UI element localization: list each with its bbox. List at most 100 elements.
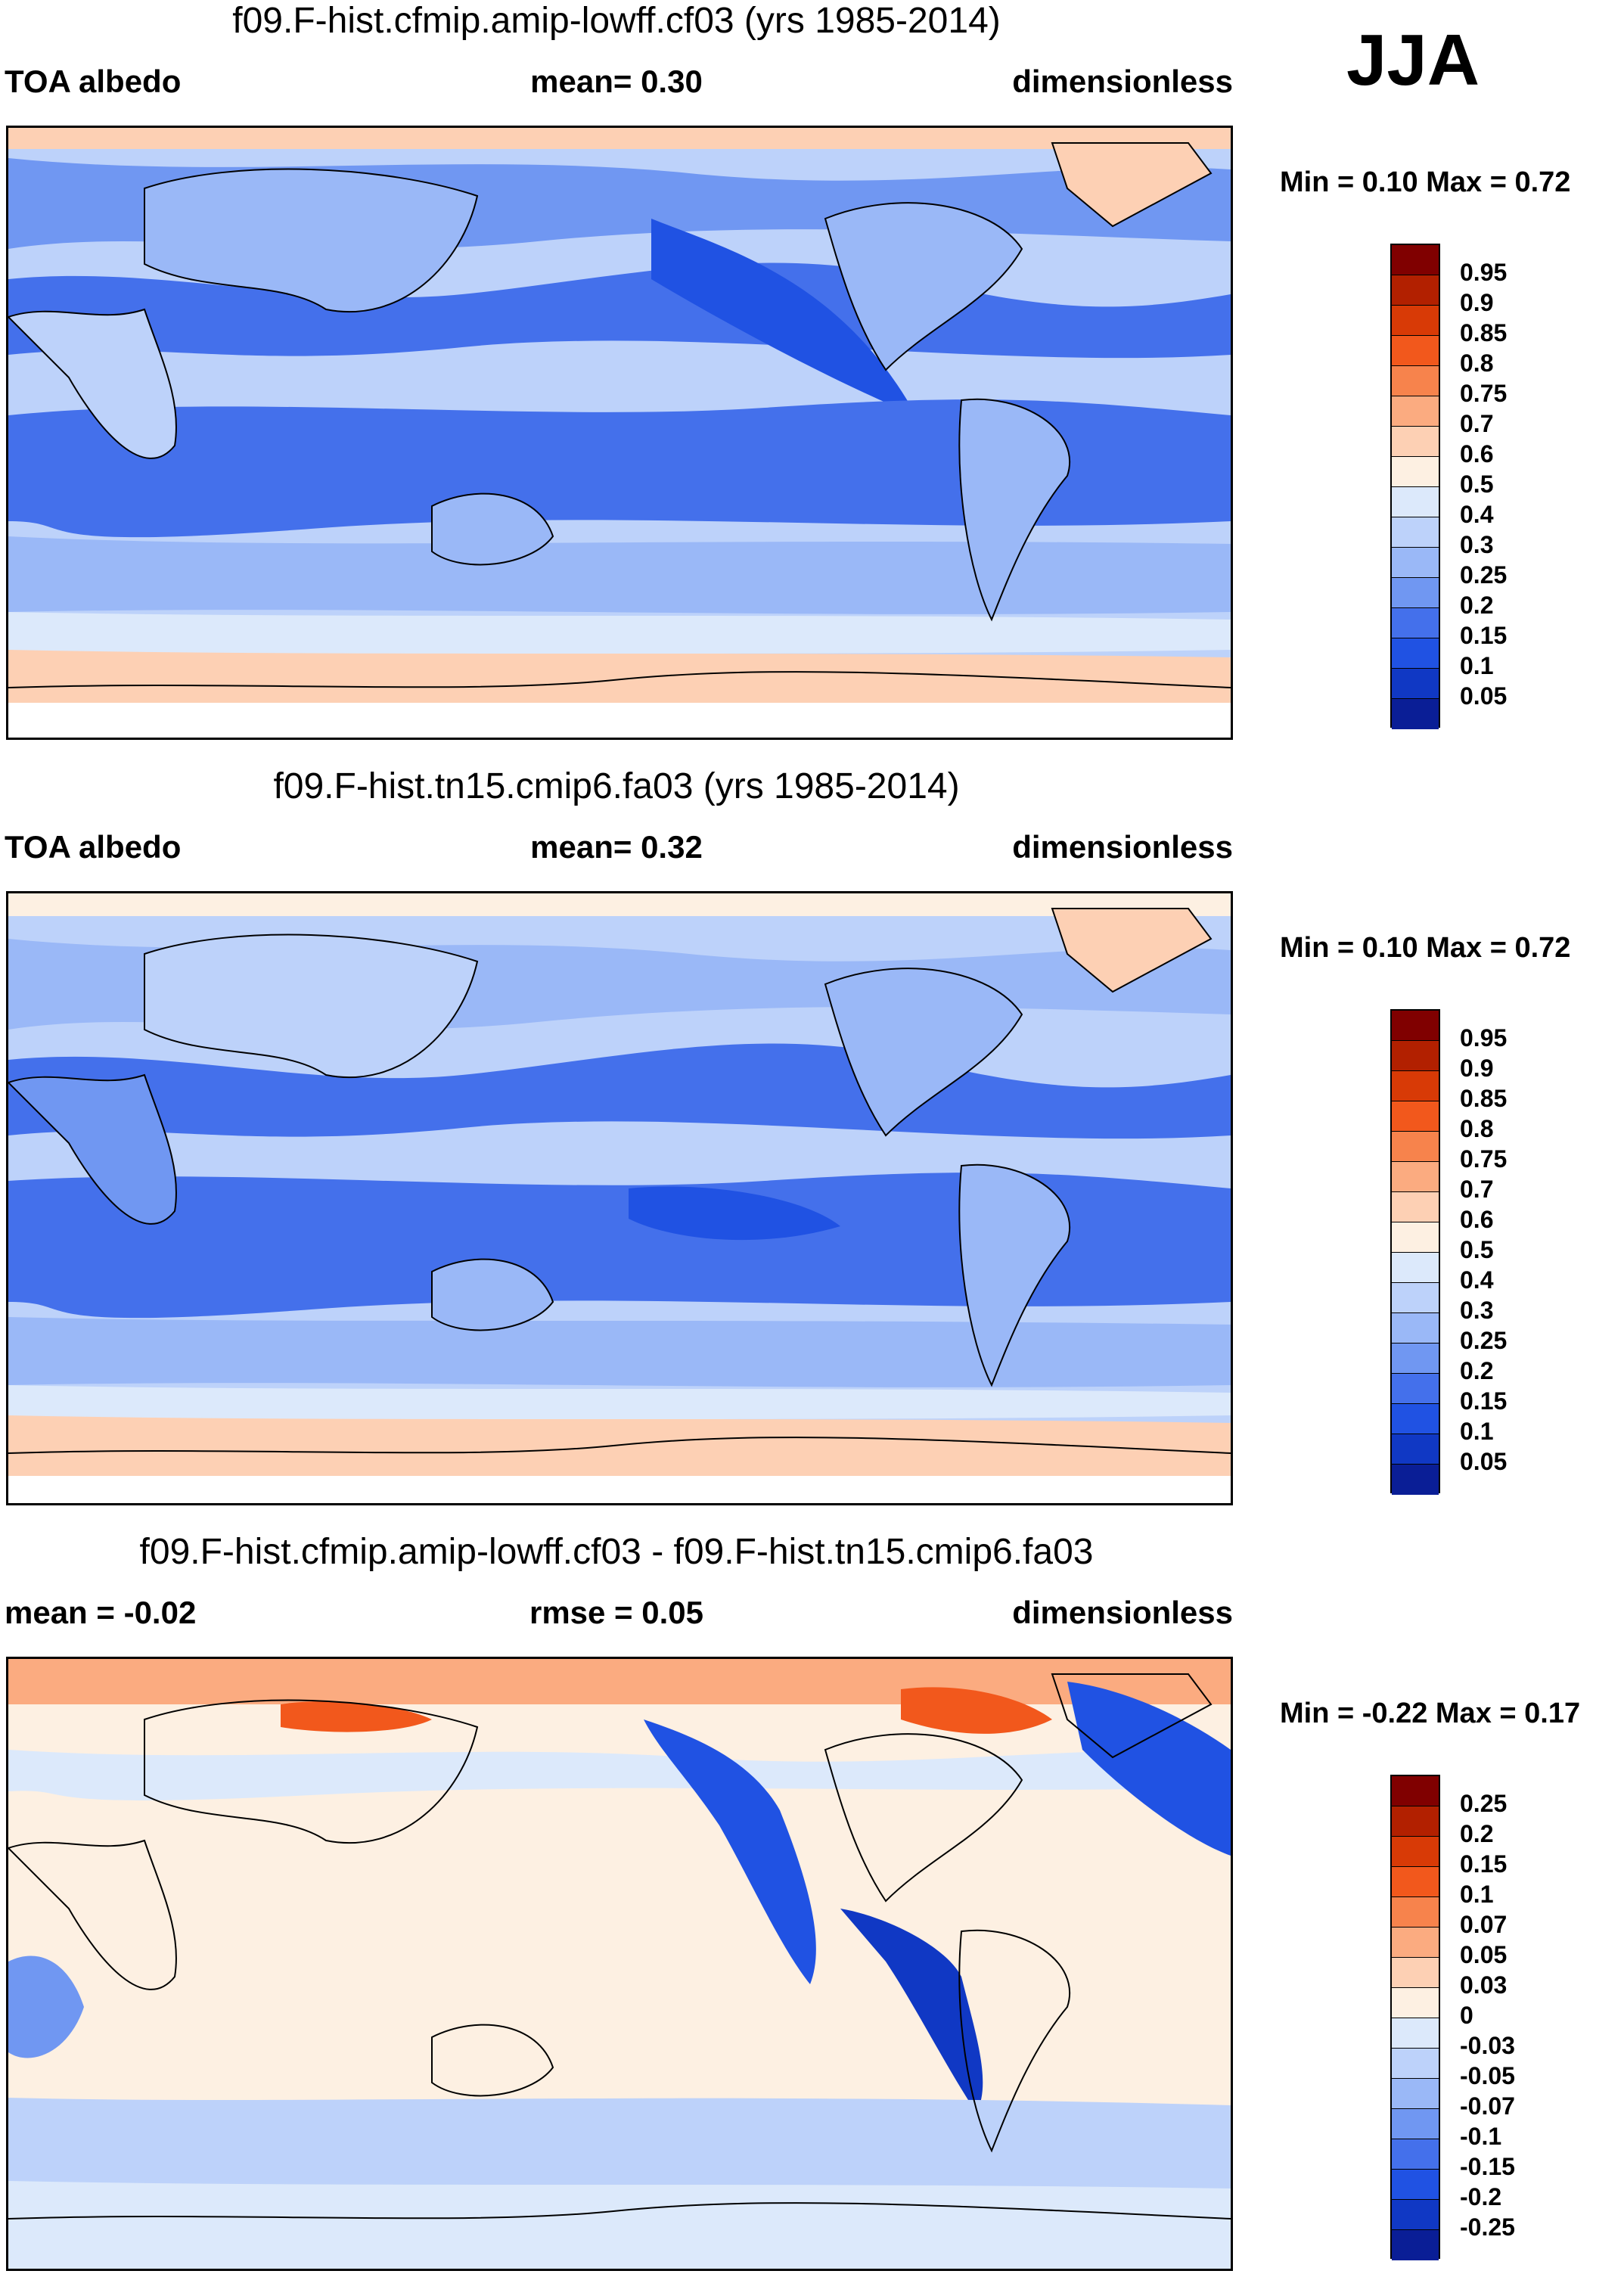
panel-3-map [6,1657,1233,2271]
colorbar-label: 0.8 [1460,349,1494,377]
panel-2-map-svg [8,893,1231,1503]
south-atlantic-negative-anomaly [8,1955,84,2058]
panel-1-mean-label: mean= 0.30 [530,64,703,99]
panel-3-map-svg [8,1659,1231,2269]
colorbar-label: 0.15 [1460,1387,1508,1415]
southern-midlatitude-band [8,1317,1231,1387]
colorbar-label: 0.85 [1460,1085,1508,1112]
colorbar-label: 0.6 [1460,440,1494,468]
colorbar-swatch [1392,2018,1439,2049]
colorbar-swatch [1392,1806,1439,1837]
north-america-shape [824,968,1023,1137]
southern-subtropical-band [8,399,1231,538]
australia-shape [431,1258,554,1331]
antarctica-coastline [8,1437,1231,1454]
colorbar-label: 0.05 [1460,1941,1508,1968]
eurasia-shape [144,933,479,1079]
colorbar-swatch [1392,699,1439,729]
panel-1-map-svg [8,128,1231,738]
greenland-outline [1051,1673,1213,1759]
colorbar-swatch [1392,669,1439,699]
colorbar-label: 0.8 [1460,1115,1494,1142]
panel-1-map [6,126,1233,740]
colorbar-swatch [1392,487,1439,517]
colorbar-label: -0.15 [1460,2153,1515,2180]
panel-3-rmse-label: rmse = 0.05 [529,1595,703,1630]
siberia-positive-anomaly [281,1701,432,1732]
colorbar-swatch [1392,2109,1439,2139]
colorbar-label: 0.2 [1460,1357,1494,1384]
colorbar-swatch [1392,1162,1439,1192]
panel-1-variable-label: TOA albedo [5,64,182,99]
southern-midlatitude-band [8,536,1231,614]
colorbar-swatch [1392,2170,1439,2200]
panel-2-map [6,891,1233,1505]
colorbar-label: -0.07 [1460,2092,1515,2120]
colorbar-label: 0.6 [1460,1206,1494,1233]
colorbar-swatch [1392,1465,1439,1495]
australia-outline [431,2024,554,2097]
colorbar-swatch [1392,1132,1439,1162]
north-pacific-negative-anomaly [644,1719,816,1984]
colorbar-label: 0.75 [1460,1145,1508,1173]
colorbar-swatch [1392,366,1439,396]
south-america-shape [958,1163,1071,1387]
season-label: JJA [1346,20,1480,101]
panel-1-colorbar [1390,244,1440,729]
eurasia-shape [144,168,479,313]
colorbar-label: 0.15 [1460,622,1508,649]
colorbar-swatch [1392,1253,1439,1283]
colorbar-swatch [1392,1837,1439,1867]
colorbar-label: 0.25 [1460,561,1508,589]
greenland-shape [1051,908,1213,993]
panel-2-minmax: Min = 0.10 Max = 0.72 [1280,932,1571,964]
antarctica-coastline [8,671,1231,688]
southern-ocean-negative-band [8,2098,1231,2191]
eurasia-outline [144,1699,479,1844]
colorbar-swatch [1392,2049,1439,2079]
colorbar-label: 0.4 [1460,1266,1494,1294]
panel-3-title: f09.F-hist.cfmip.amip-lowff.cf03 - f09.F… [139,1532,1094,1572]
colorbar-label: 0.05 [1460,682,1508,710]
colorbar-swatch [1392,396,1439,427]
panel-3-minmax: Min = -0.22 Max = 0.17 [1280,1698,1581,1729]
south-america-outline [958,1929,1071,2153]
colorbar-swatch [1392,1958,1439,1988]
colorbar-swatch [1392,1374,1439,1404]
antarctic-unfilled [8,703,1231,738]
colorbar-swatch [1392,245,1439,275]
north-pacific-low-albedo [651,219,916,415]
colorbar-swatch [1392,306,1439,336]
panel-3-colorbar [1390,1775,1440,2260]
north-america-outline [824,1733,1023,1903]
colorbar-label: -0.2 [1460,2183,1502,2210]
panel-2-colorbar [1390,1009,1440,1495]
south-pacific-low-albedo [629,1186,840,1241]
east-pacific-negative-anomaly [840,1909,983,2113]
north-atlantic-negative-anomaly [1067,1682,1231,1856]
antarctic-coast-band [8,650,1231,703]
colorbar-label: 0.7 [1460,1176,1494,1203]
colorbar-swatch [1392,457,1439,487]
colorbar-label: 0.03 [1460,1971,1508,1999]
colorbar-label: 0.75 [1460,380,1508,407]
colorbar-swatch [1392,1283,1439,1313]
colorbar-label: 0.85 [1460,319,1508,346]
colorbar-label: -0.1 [1460,2123,1502,2150]
colorbar-label: 0.05 [1460,1448,1508,1475]
colorbar-label: 0.1 [1460,1418,1494,1445]
panel-2-title: f09.F-hist.tn15.cmip6.fa03 (yrs 1985-201… [273,766,960,806]
northern-mixed-band [8,1750,1231,1800]
colorbar-swatch [1392,2200,1439,2230]
colorbar-swatch [1392,336,1439,366]
south-america-shape [958,398,1071,622]
arctic-band [8,893,1231,916]
africa-outline [8,1839,177,1990]
colorbar-swatch [1392,1222,1439,1253]
southern-ocean-band [8,612,1231,657]
southern-subtropical-band [8,1173,1231,1319]
australia-shape [431,492,554,566]
canada-positive-anomaly [901,1687,1052,1734]
colorbar-swatch [1392,1041,1439,1071]
colorbar-label: 0.95 [1460,1024,1508,1052]
